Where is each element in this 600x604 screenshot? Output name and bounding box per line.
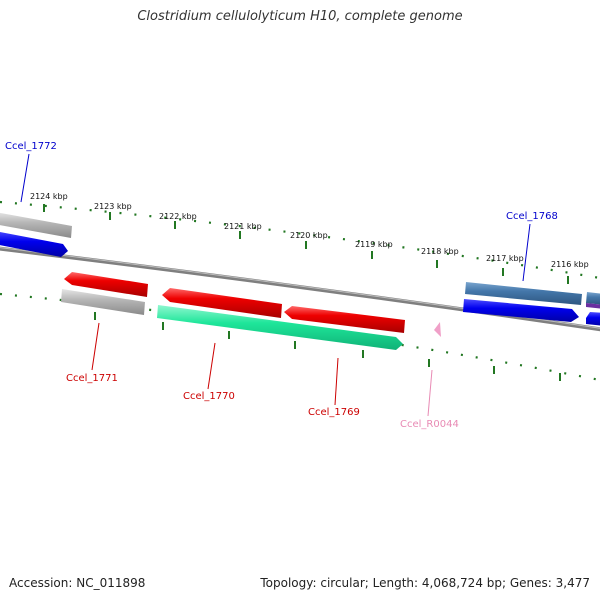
- leader-ccel-1770: [207, 342, 216, 390]
- tick-labels: 2124 kbp 2123 kbp 2122 kbp 2121 kbp 2120…: [30, 192, 589, 269]
- gene-label[interactable]: Ccel_1768: [506, 211, 558, 222]
- accession-text: Accession: NC_011898: [9, 576, 146, 590]
- gene-label[interactable]: Ccel_1769: [308, 407, 360, 418]
- leader-ccel-1772: [20, 153, 30, 203]
- tick-label: 2120 kbp: [290, 231, 328, 240]
- gene-labels: Ccel_1772 Ccel_1768 Ccel_1771 Ccel_1770 …: [5, 141, 558, 430]
- upper-tick-track: [0, 200, 600, 280]
- map-title: Clostridium cellulolyticum H10, complete…: [137, 9, 463, 24]
- leader-lines: [20, 153, 531, 417]
- gene-ccel-1768[interactable]: [465, 282, 582, 305]
- tick-label: 2116 kbp: [551, 260, 589, 269]
- major-ticks: [43, 204, 569, 284]
- forward-genes: [0, 212, 600, 326]
- gene-ccel-1772-blue[interactable]: [0, 231, 68, 257]
- gene-label[interactable]: Ccel_1772: [5, 141, 57, 152]
- gene-label[interactable]: Ccel_1770: [183, 391, 235, 402]
- gene-ccel-1770-teal[interactable]: [157, 305, 403, 350]
- gene-ccel-r0044[interactable]: [434, 322, 441, 337]
- tick-label: 2119 kbp: [355, 240, 393, 249]
- leader-ccel-1771: [91, 322, 100, 371]
- gene-ccel-1771-grey[interactable]: [61, 289, 145, 315]
- leader-ccel-r0044: [427, 369, 433, 417]
- gene-label[interactable]: Ccel_R0044: [400, 419, 459, 430]
- gene-blue-2[interactable]: [463, 299, 579, 322]
- leader-ccel-1768: [522, 223, 531, 282]
- reverse-genes: [61, 272, 441, 350]
- tick-label: 2117 kbp: [486, 254, 524, 263]
- tick-label: 2124 kbp: [30, 192, 68, 201]
- genome-backbone: [0, 246, 600, 332]
- tick-label: 2121 kbp: [224, 222, 262, 231]
- gene-purple-edge[interactable]: [586, 303, 600, 309]
- gene-ccel-1769[interactable]: [284, 306, 405, 333]
- genome-summary-text: Topology: circular; Length: 4,068,724 bp…: [260, 576, 590, 590]
- gene-steel-edge[interactable]: [586, 292, 600, 305]
- leader-ccel-1769: [334, 357, 339, 406]
- tick-label: 2118 kbp: [421, 247, 459, 256]
- gene-ccel-1772[interactable]: [0, 212, 72, 238]
- gene-ccel-1770[interactable]: [162, 288, 282, 318]
- tick-label: 2123 kbp: [94, 202, 132, 211]
- tick-label: 2122 kbp: [159, 212, 197, 221]
- gene-ccel-1771[interactable]: [64, 272, 148, 297]
- lower-major-ticks: [94, 312, 561, 381]
- gene-label[interactable]: Ccel_1771: [66, 373, 118, 384]
- gene-blue-edge[interactable]: [586, 312, 600, 326]
